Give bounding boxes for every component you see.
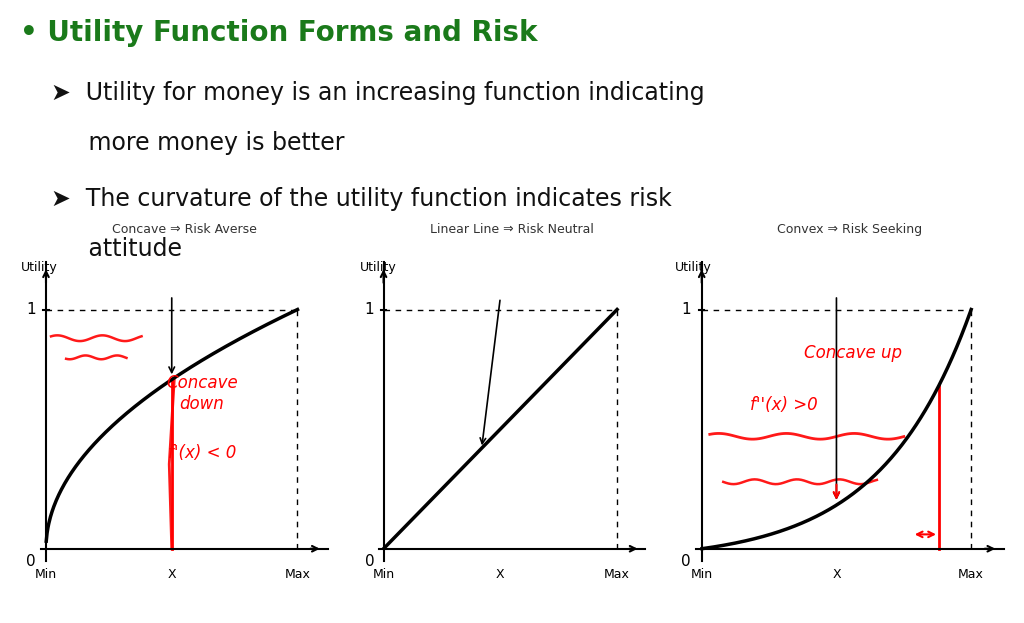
Text: Max: Max	[604, 568, 630, 581]
Text: 0: 0	[365, 553, 374, 569]
Text: • Utility Function Forms and Risk: • Utility Function Forms and Risk	[20, 19, 538, 47]
Text: Convex ⇒ Risk Seeking: Convex ⇒ Risk Seeking	[777, 223, 923, 235]
Text: Min: Min	[35, 568, 57, 581]
Text: Max: Max	[958, 568, 984, 581]
Text: Concave
down: Concave down	[166, 374, 238, 412]
Text: X: X	[833, 568, 841, 581]
Text: 1: 1	[27, 302, 36, 317]
Text: 1: 1	[365, 302, 374, 317]
Text: Utility: Utility	[20, 260, 57, 273]
Text: 0: 0	[27, 553, 36, 569]
Text: Linear Line ⇒ Risk Neutral: Linear Line ⇒ Risk Neutral	[430, 223, 594, 235]
Text: Max: Max	[285, 568, 310, 581]
Text: Concave up: Concave up	[804, 343, 902, 361]
Text: Min: Min	[690, 568, 713, 581]
Text: 1: 1	[681, 302, 691, 317]
Text: X: X	[168, 568, 176, 581]
Text: Concave ⇒ Risk Averse: Concave ⇒ Risk Averse	[112, 223, 257, 235]
Text: f'(x) < 0: f'(x) < 0	[168, 444, 237, 462]
Text: f''(x) >0: f''(x) >0	[751, 396, 818, 414]
Text: Utility: Utility	[675, 260, 712, 273]
Text: Min: Min	[373, 568, 394, 581]
Text: 0: 0	[681, 553, 691, 569]
Text: attitude: attitude	[51, 237, 182, 261]
Text: ➤  Utility for money is an increasing function indicating: ➤ Utility for money is an increasing fun…	[51, 81, 705, 105]
Text: more money is better: more money is better	[51, 131, 345, 155]
Text: X: X	[496, 568, 505, 581]
Text: ➤  The curvature of the utility function indicates risk: ➤ The curvature of the utility function …	[51, 187, 672, 211]
Text: Utility: Utility	[360, 260, 397, 273]
